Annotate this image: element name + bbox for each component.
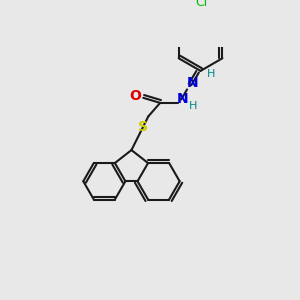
- Text: Cl: Cl: [195, 0, 208, 9]
- Text: O: O: [129, 89, 141, 103]
- Text: H: H: [189, 101, 197, 111]
- Text: H: H: [206, 69, 215, 79]
- Text: N: N: [187, 76, 199, 90]
- Text: S: S: [138, 120, 148, 134]
- Text: N: N: [177, 92, 189, 106]
